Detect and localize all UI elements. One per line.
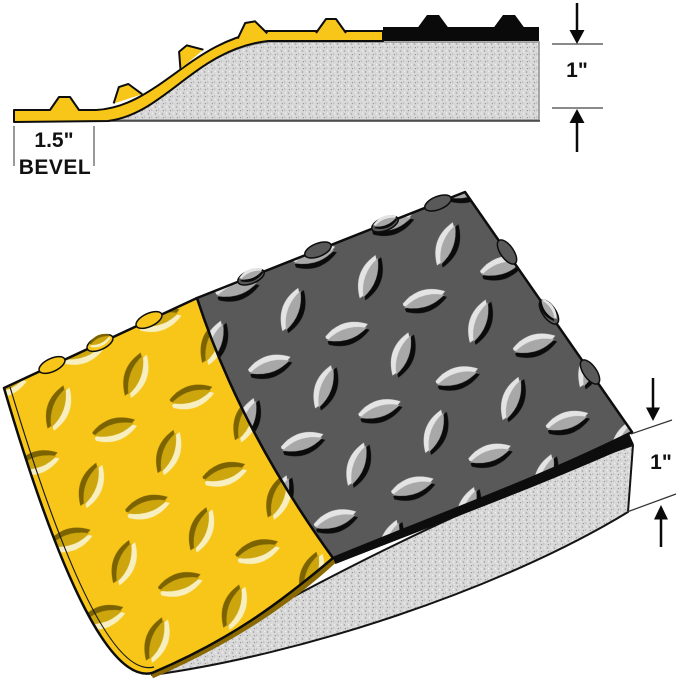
bevel-width-label: 1.5" (34, 129, 74, 152)
thickness-label-cross-section: 1" (566, 59, 588, 82)
dim-leader-top (630, 419, 673, 435)
mat-top-black-surface (195, 190, 634, 560)
yellow-edge-inner-line (9, 386, 155, 669)
cs-black-tread-bumps (416, 15, 526, 30)
arrow-up-icon (654, 505, 668, 520)
thickness-dimension-cross-section (552, 3, 603, 152)
arrow-up-icon (569, 109, 585, 123)
cross-section-view (13, 3, 603, 166)
thickness-dimension-3d (626, 378, 677, 547)
dim-leader-bottom (626, 493, 677, 513)
cs-yellow-tread-bumps (112, 18, 347, 104)
thickness-label-3d: 1" (650, 451, 672, 474)
arrow-down-icon (646, 407, 660, 421)
bevel-extension-lines (13, 126, 95, 166)
perspective-view (2, 190, 677, 679)
foam-side-face (151, 444, 634, 676)
bevel-caption-label: BEVEL (18, 156, 92, 179)
arrow-down-icon (569, 30, 585, 44)
yellow-edge-understripe (150, 558, 337, 679)
cs-black-surface (383, 27, 539, 41)
